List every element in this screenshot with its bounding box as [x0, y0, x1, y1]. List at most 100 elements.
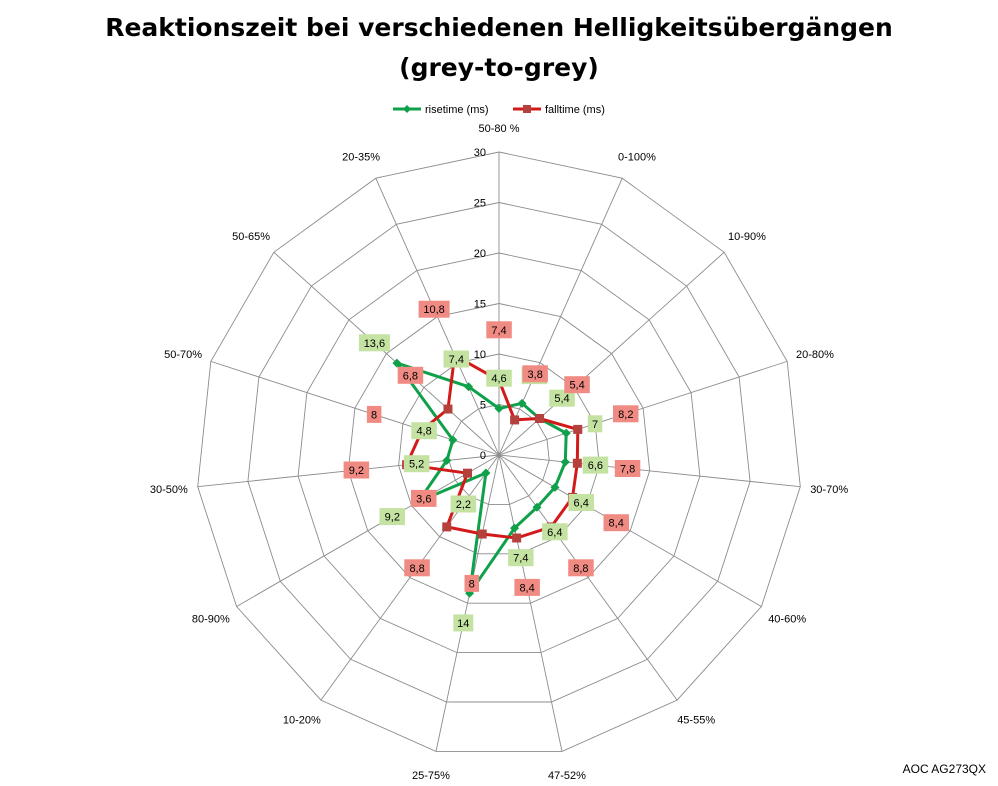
- data-label-text: 6,4: [547, 527, 562, 539]
- point-falltime: [512, 533, 522, 543]
- data-label-text: 4,6: [491, 373, 506, 385]
- data-label-bg: [603, 514, 629, 532]
- point-falltime: [463, 468, 473, 478]
- data-label-bg: [486, 321, 512, 339]
- data-label-text: 9,2: [349, 465, 364, 477]
- gridline-20: [297, 252, 701, 654]
- point-risetime: [532, 502, 542, 512]
- data-label-falltime: 8,4: [514, 578, 540, 596]
- data-label-bg: [411, 422, 437, 440]
- legend-label: risetime (ms): [425, 104, 489, 116]
- data-label-risetime: 5,2: [403, 455, 430, 473]
- gridline-15: [347, 303, 651, 604]
- spoke-2: [498, 251, 725, 456]
- category-label: 50-65%: [232, 231, 270, 243]
- data-label-text: 7,4: [513, 553, 528, 565]
- data-label-falltime: 5,4: [564, 376, 590, 394]
- point-falltime: [443, 404, 453, 414]
- data-label-text: 7,8: [620, 464, 635, 476]
- point-falltime: [573, 424, 583, 434]
- spoke-4: [498, 454, 801, 488]
- tick-label-20: 20: [474, 248, 486, 260]
- data-label-bg: [614, 460, 641, 477]
- point-falltime: [535, 414, 545, 424]
- category-label: 45-55%: [677, 715, 715, 727]
- gridline-5: [448, 404, 550, 505]
- legend-marker: [523, 105, 531, 113]
- data-label-text: 5,2: [409, 459, 424, 471]
- data-label-text: 8,8: [573, 563, 588, 575]
- point-falltime: [510, 415, 520, 425]
- category-label: 0-100%: [618, 151, 656, 163]
- series-line-falltime: [405, 353, 580, 540]
- data-label-text: 10,8: [423, 304, 444, 316]
- data-label-text: 8,4: [519, 582, 534, 594]
- data-label-risetime: 6,6: [582, 456, 609, 474]
- data-label-text: 4,8: [416, 426, 431, 438]
- category-labels: 50-80 % 0-100% 10-90% 20-80% 30-70% 40-60% 45-…: [150, 123, 848, 782]
- category-label: 20-35%: [342, 151, 380, 163]
- category-label: 47-52%: [548, 770, 586, 782]
- data-label-text: 6,8: [403, 370, 418, 382]
- spoke-1: [498, 178, 623, 456]
- data-label-falltime: 8,4: [603, 514, 629, 532]
- data-label-falltime: 3,6: [411, 489, 437, 507]
- data-label-bg: [379, 508, 405, 526]
- point-falltime: [442, 522, 452, 532]
- data-label-risetime: 6,4: [568, 494, 594, 511]
- point-risetime: [442, 455, 452, 465]
- data-label-bg: [358, 334, 390, 352]
- data-label-bg: [549, 389, 575, 407]
- point-risetime: [448, 435, 458, 445]
- chart-title-line-2: (grey-to-grey): [399, 53, 599, 82]
- data-label-bg: [486, 369, 512, 387]
- data-label-text: 3,6: [416, 493, 431, 505]
- radar-grid: [197, 151, 801, 752]
- data-label-text: 6,4: [574, 498, 589, 510]
- gridline-30: [197, 151, 801, 752]
- data-label-bg: [564, 376, 590, 394]
- data-label-text: 5,4: [554, 393, 569, 405]
- data-label-text: 7: [592, 419, 598, 431]
- data-label-text: 8,4: [609, 518, 624, 530]
- data-label-bg: [450, 495, 477, 513]
- data-label-falltime: 8: [366, 405, 382, 423]
- legend-item-risetime: risetime (ms): [393, 104, 489, 116]
- point-risetime: [494, 404, 504, 414]
- data-label-bg: [418, 300, 450, 318]
- point-risetime: [481, 468, 491, 478]
- data-label-bg: [613, 405, 639, 423]
- data-label-bg: [397, 366, 424, 384]
- data-label-bg: [343, 461, 370, 479]
- data-label-risetime: 14: [453, 614, 474, 632]
- data-label-bg: [508, 549, 534, 567]
- point-risetime: [560, 457, 570, 467]
- point-risetime: [392, 358, 402, 368]
- data-label-bg: [411, 489, 437, 507]
- legend-label: falltime (ms): [545, 104, 605, 116]
- data-label-bg: [542, 523, 568, 541]
- data-label-risetime: 4,8: [411, 422, 437, 440]
- category-label: 10-90%: [728, 231, 766, 243]
- data-label-bg: [568, 494, 594, 511]
- data-label-bg: [522, 365, 548, 383]
- data-label-text: 7,4: [491, 325, 506, 337]
- legend: risetime (ms) falltime (ms): [393, 104, 605, 116]
- tick-label-10: 10: [474, 349, 486, 361]
- data-label-risetime: 7: [587, 415, 603, 433]
- data-label-falltime: 7,8: [614, 460, 641, 477]
- data-label-bg: [568, 559, 594, 577]
- data-label-falltime: 3,8: [522, 365, 548, 383]
- category-label: 10-20%: [283, 715, 321, 727]
- spoke-5: [498, 454, 762, 607]
- data-labels: 4,65,65,476,66,46,47,4142,29,25,24,813,6…: [343, 300, 641, 632]
- point-risetime: [510, 523, 520, 533]
- data-label-risetime: 4,6: [486, 369, 512, 387]
- data-label-text: 13,6: [364, 338, 385, 350]
- category-label: 50-80 %: [479, 123, 520, 135]
- point-risetime: [464, 382, 474, 392]
- data-label-text: 8: [469, 578, 475, 590]
- spoke-8: [435, 454, 500, 752]
- data-label-risetime: 13,6: [358, 334, 390, 352]
